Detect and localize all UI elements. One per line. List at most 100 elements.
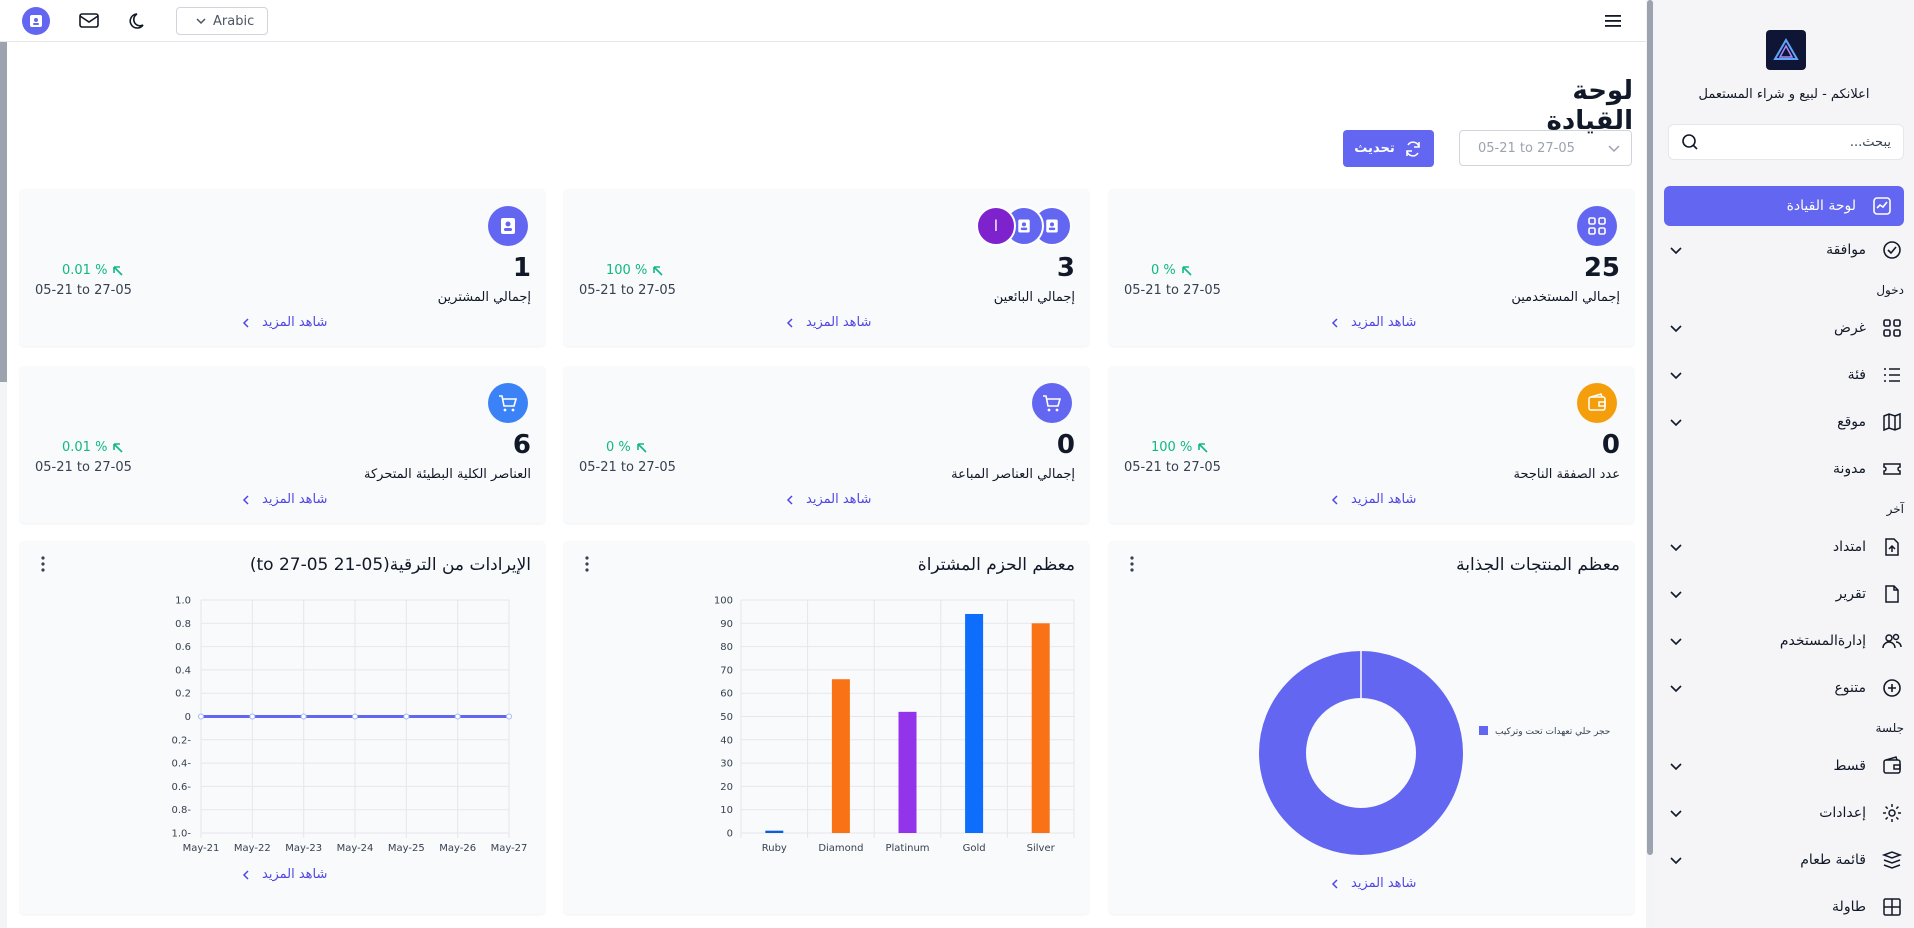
dark-mode-icon[interactable]: [128, 10, 150, 36]
chevron-down-icon[interactable]: [1666, 808, 1686, 818]
arrow-up-left-icon: [113, 265, 124, 276]
chevron-left-icon: [242, 494, 249, 505]
stat-card: 0 عدد الصفقة الناجحة 100 % 05-21 to 27-05 شا…: [1109, 366, 1634, 523]
arrow-up-left-icon: [1181, 265, 1192, 276]
sidebar-item[interactable]: مدونة: [1654, 445, 1914, 492]
search-input[interactable]: يبحث...: [1849, 134, 1891, 150]
chevron-down-icon[interactable]: [1666, 636, 1686, 646]
gear-icon: [1883, 803, 1901, 822]
change-value: 100 %: [606, 263, 648, 278]
stat-value: 25: [1583, 253, 1620, 283]
sidebar-item-label: طاولة: [1832, 898, 1866, 915]
language-label: Arabic: [213, 13, 255, 29]
y-tick-label: 10: [720, 805, 733, 816]
sidebar-scrollbar-thumb[interactable]: [1647, 0, 1653, 855]
user-avatar-button[interactable]: [22, 7, 50, 35]
y-tick-label: 90: [720, 619, 733, 630]
upload-file-icon: [1885, 537, 1899, 556]
sidebar-item-label: امتداد: [1832, 538, 1866, 555]
kebab-menu-icon[interactable]: [40, 555, 46, 573]
see-more-link[interactable]: شاهد المزيد: [1331, 492, 1416, 507]
chevron-down-icon[interactable]: [1666, 370, 1686, 380]
date-range-picker[interactable]: 05-21 to 27-05: [1459, 130, 1632, 166]
stat-card: 6 العناصر الكلية البطيئة المتحركة 0.01 % 05…: [20, 366, 545, 523]
sidebar-section-label: جلسة: [1875, 721, 1904, 735]
sidebar-item[interactable]: لوحة القيادة: [1664, 186, 1904, 226]
y-tick-label: 0.4-: [171, 759, 191, 770]
sidebar-item[interactable]: امتداد: [1654, 523, 1914, 570]
data-point: [454, 713, 461, 720]
see-more-link[interactable]: شاهد المزيد: [1331, 876, 1416, 891]
sidebar-item[interactable]: غرض: [1654, 304, 1914, 351]
list-icon: [1884, 367, 1900, 382]
sidebar-item-icon: [1880, 848, 1904, 872]
refresh-button[interactable]: تحديث: [1343, 130, 1434, 167]
change-value: 100 %: [1151, 440, 1193, 455]
user-badge-icon: [1018, 219, 1030, 233]
y-tick-label: 30: [720, 759, 733, 770]
chevron-down-icon[interactable]: [1666, 589, 1686, 599]
stat-range: 05-21 to 27-05: [579, 283, 676, 298]
user-badge-icon: [30, 15, 42, 27]
table-icon: [1883, 897, 1901, 916]
stat-change: 100 %: [606, 263, 665, 278]
kebab-menu-icon[interactable]: [584, 555, 590, 573]
page-title: لوحة القيادة: [1546, 76, 1633, 136]
sidebar-item[interactable]: فئة: [1654, 351, 1914, 398]
ticket-icon: [1883, 462, 1901, 475]
stat-icon: [1577, 206, 1617, 246]
stat-range: 05-21 to 27-05: [1124, 460, 1221, 475]
sidebar-item-icon: [1880, 676, 1904, 700]
sidebar-scrollbar-track[interactable]: [1646, 0, 1654, 928]
stat-change: 0 %: [1151, 263, 1194, 278]
sidebar-item-icon: [1880, 316, 1904, 340]
see-more-link[interactable]: شاهد المزيد: [242, 492, 327, 507]
stat-label: العناصر الكلية البطيئة المتحركة: [364, 467, 531, 482]
chevron-down-icon[interactable]: [1666, 761, 1686, 771]
chevron-down-icon[interactable]: [1666, 542, 1686, 552]
mail-icon[interactable]: [78, 10, 100, 34]
bar: [831, 679, 850, 833]
see-more-link[interactable]: شاهد المزيد: [242, 315, 327, 330]
chevron-down-icon[interactable]: [1666, 855, 1686, 865]
main-scrollbar-thumb[interactable]: [0, 42, 7, 382]
chevron-down-icon[interactable]: [1666, 323, 1686, 333]
sidebar-item[interactable]: قائمة طعام: [1654, 836, 1914, 883]
kebab-menu-icon[interactable]: [1129, 555, 1135, 573]
sidebar-item-label: مدونة: [1832, 460, 1866, 477]
chevron-down-icon[interactable]: [1666, 683, 1686, 693]
sidebar-item[interactable]: إدارةالمستخدم: [1654, 617, 1914, 664]
stat-value: 0: [1056, 430, 1075, 460]
main-scrollbar-track[interactable]: [0, 42, 7, 928]
sidebar-item[interactable]: تقرير: [1654, 570, 1914, 617]
hamburger-icon[interactable]: [1603, 12, 1623, 34]
cart-icon: [499, 395, 518, 412]
sidebar-item[interactable]: إعدادات: [1654, 789, 1914, 836]
sidebar-item-icon: [1880, 363, 1904, 387]
chevron-down-icon[interactable]: [1666, 245, 1686, 255]
stat-card: 25 إجمالي المستخدمين 0 % 05-21 to 27-05 شاهد…: [1109, 189, 1634, 346]
menu-icon: [1881, 850, 1903, 869]
y-tick-label: 60: [720, 689, 733, 700]
sidebar-item-label: موقع: [1837, 413, 1866, 430]
panel-title: معظم الحزم المشتراة: [917, 555, 1075, 575]
x-tick-label: Platinum: [885, 843, 929, 854]
sidebar-item[interactable]: موافقة: [1654, 226, 1914, 273]
brand-logo[interactable]: [1766, 30, 1806, 70]
sidebar-search[interactable]: يبحث...: [1668, 124, 1904, 160]
see-more-link[interactable]: شاهد المزيد: [786, 315, 871, 330]
see-more-link[interactable]: شاهد المزيد: [1331, 315, 1416, 330]
sidebar-section-label: دخول: [1876, 283, 1904, 297]
sidebar-item[interactable]: قسط: [1654, 742, 1914, 789]
sidebar-item[interactable]: متنوع: [1654, 664, 1914, 711]
sidebar-item[interactable]: موقع: [1654, 398, 1914, 445]
see-more-label: شاهد المزيد: [806, 315, 872, 330]
x-tick-label: May-27: [491, 843, 528, 854]
language-select[interactable]: Arabic: [176, 7, 268, 35]
sidebar-item[interactable]: طاولة: [1654, 883, 1914, 928]
see-more-link[interactable]: شاهد المزيد: [786, 492, 871, 507]
stat-card: 1 إجمالي المشترين 0.01 % 05-21 to 27-05 شاهد…: [20, 189, 545, 346]
cart-icon: [1043, 395, 1062, 412]
see-more-link[interactable]: شاهد المزيد: [242, 867, 327, 882]
chevron-down-icon[interactable]: [1666, 417, 1686, 427]
